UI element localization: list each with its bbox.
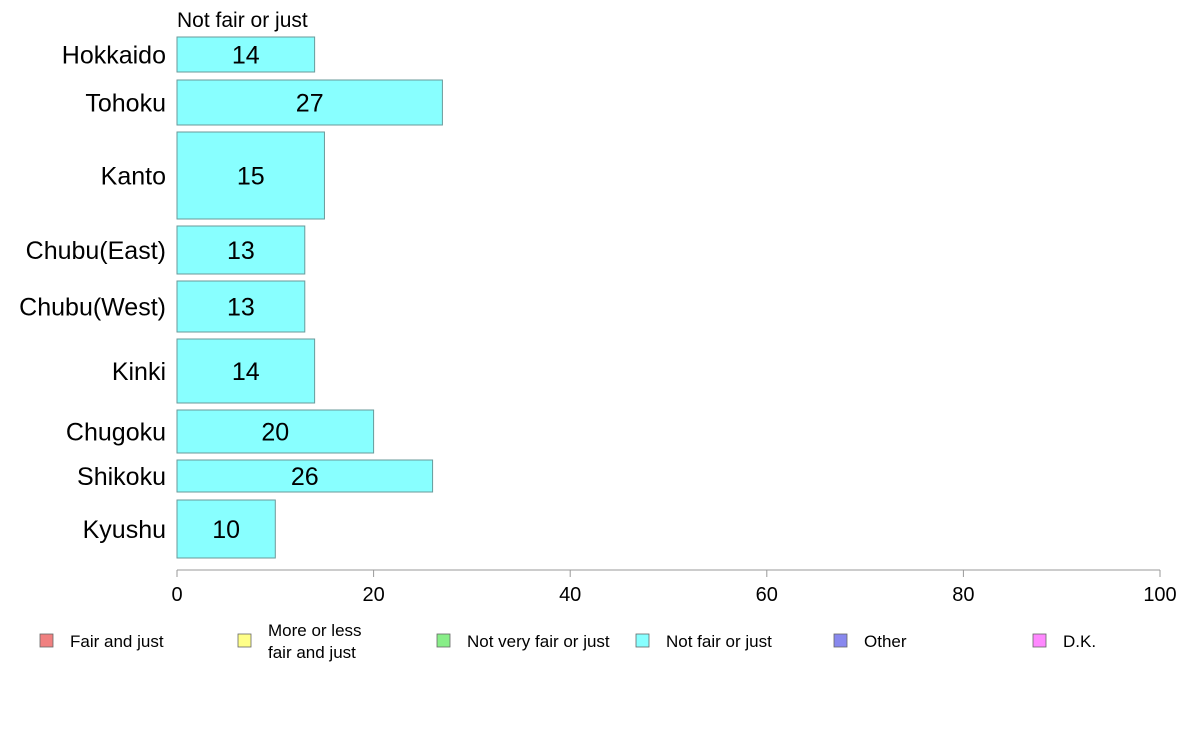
bar-chubu-east [176, 225, 306, 275]
data-label: 26 [291, 463, 319, 491]
data-label: 20 [261, 419, 289, 447]
x-axis: 0 20 40 60 80 100 [171, 569, 1177, 606]
bar-kinki [176, 338, 316, 404]
category-label: Chugoku [66, 419, 166, 447]
data-label: 10 [212, 516, 240, 544]
data-label: 15 [237, 163, 265, 191]
legend-swatch [39, 633, 54, 648]
data-label: 14 [232, 358, 260, 386]
legend-label: Not fair or just [666, 632, 772, 651]
category-label: Chubu(East) [26, 237, 166, 265]
legend-label: D.K. [1063, 632, 1096, 651]
x-tick-label: 20 [362, 584, 384, 606]
category-label: Chubu(West) [19, 294, 166, 322]
legend-swatch [1032, 633, 1047, 648]
bar-chubu-west [176, 280, 306, 333]
bars-group [176, 36, 443, 559]
legend-swatch [237, 633, 252, 648]
x-tick-label: 80 [952, 584, 974, 606]
legend-swatch [833, 633, 848, 648]
data-label: 13 [227, 237, 255, 265]
series-title: Not fair or just [177, 9, 308, 32]
legend-label: Not very fair or just [467, 632, 610, 651]
x-tick-label: 100 [1143, 584, 1176, 606]
legend-swatch [635, 633, 650, 648]
legend-swatch [436, 633, 451, 648]
x-tick-label: 40 [559, 584, 581, 606]
bar-kyushu [176, 499, 276, 559]
legend-label: Fair and just [70, 632, 164, 651]
category-label: Kinki [112, 358, 166, 386]
bar-shikoku [176, 459, 434, 493]
legend-label: Other [864, 632, 907, 651]
bar-tohoku [176, 79, 443, 126]
legend-label: fair and just [268, 643, 356, 662]
x-tick-label: 60 [756, 584, 778, 606]
category-label: Kanto [101, 163, 166, 191]
category-label: Kyushu [83, 516, 166, 544]
category-label: Shikoku [77, 463, 166, 491]
legend: Fair and just More or less fair and just No… [39, 621, 1096, 662]
bar-kanto [176, 131, 325, 220]
bar-hokkaido [176, 36, 316, 73]
category-label: Hokkaido [62, 42, 166, 70]
legend-label: More or less [268, 621, 362, 640]
bar-chugoku [176, 409, 375, 454]
data-label: 13 [227, 294, 255, 322]
data-label: 27 [296, 90, 324, 118]
x-tick-label: 0 [171, 584, 182, 606]
category-label: Tohoku [85, 90, 166, 118]
category-labels: Hokkaido Tohoku Kanto Chubu(East) Chubu(West… [19, 42, 166, 545]
data-label: 14 [232, 42, 260, 70]
